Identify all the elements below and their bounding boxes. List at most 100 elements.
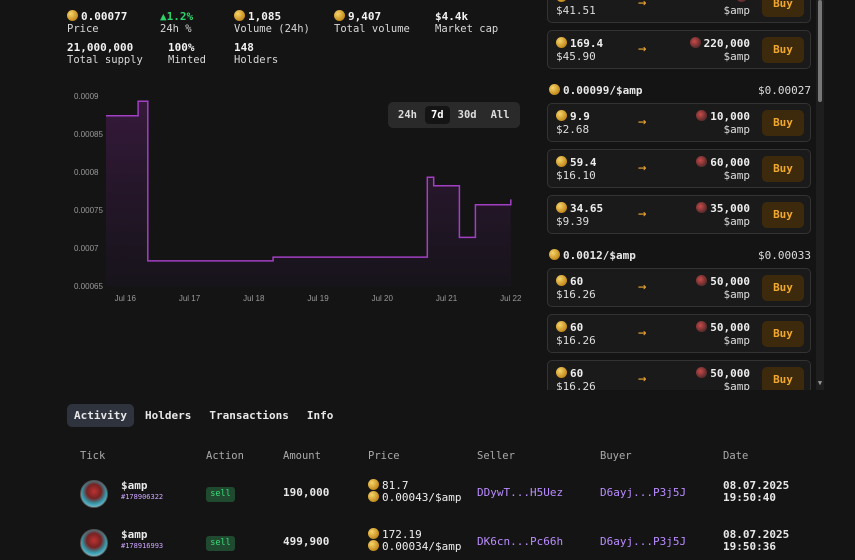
group-unit-usd: $0.00027 [758, 84, 811, 97]
buy-button[interactable]: Buy [762, 202, 804, 228]
market-cap-value: $4.4k [435, 10, 469, 23]
doge-coin-icon [556, 0, 567, 2]
listing-card: 59.4 $16.10 → 60,000 $amp Buy [547, 149, 811, 188]
doge-coin-icon [368, 540, 379, 551]
x-tick-label: Jul 22 [500, 294, 522, 303]
listing-unit: $amp [723, 380, 751, 390]
y-tick-label: 0.00085 [74, 130, 103, 139]
volume24-value: 1,085 [248, 10, 282, 23]
listing-card: 9.9 $2.68 → 10,000 $amp Buy [547, 103, 811, 142]
table-row[interactable]: $amp #178906322 sell 190,000 81.7 0.0004… [0, 479, 855, 519]
tab-holders[interactable]: Holders [144, 409, 192, 422]
stat-minted: 100% Minted [168, 41, 206, 67]
listing-tokens-value: 59.4 [570, 156, 597, 169]
row-date: 08.07.2025 [723, 479, 790, 492]
listing-amount: 50,000 [696, 367, 750, 380]
listing-amount-value: 50,000 [710, 321, 750, 334]
listings-scrollbar[interactable]: ▼ [816, 0, 824, 390]
doge-coin-icon [556, 110, 567, 121]
row-date: 08.07.2025 [723, 528, 790, 541]
buy-button[interactable]: Buy [762, 275, 804, 301]
group-price-label: 0.0012/$amp [563, 249, 636, 262]
listing-amount: 50,000 [696, 321, 750, 334]
listing-usd: $16.26 [556, 334, 596, 347]
supply-value: 21,000,000 [67, 41, 134, 54]
price-value: 0.00077 [81, 10, 128, 23]
holders-value: 148 [234, 41, 254, 54]
listing-unit: $amp [723, 123, 751, 136]
listing-amount: 60,000 [696, 156, 750, 169]
row-seller-link[interactable]: DDywT...H5Uez [477, 486, 564, 499]
price-line [106, 100, 512, 262]
buy-button[interactable]: Buy [762, 367, 804, 390]
table-row[interactable]: $amp #178916993 sell 499,900 172.19 0.00… [0, 528, 855, 560]
buy-button[interactable]: Buy [762, 156, 804, 182]
listing-card: 60 $16.26 → 50,000 $amp Buy [547, 314, 811, 353]
listing-unit: $amp [723, 288, 751, 301]
listing-tokens-value: 60 [570, 367, 584, 380]
tab-activity[interactable]: Activity [67, 404, 134, 427]
tab-transactions[interactable]: Transactions [209, 409, 289, 422]
holders-label: Holders [234, 54, 279, 66]
scrollbar-thumb[interactable] [818, 0, 822, 102]
total-volume-value: 9,407 [348, 10, 382, 23]
listing-amount-value: 60,000 [710, 156, 750, 169]
listing-amount: 10,000 [696, 110, 750, 123]
listing-unit: $amp [723, 334, 751, 347]
doge-coin-icon [549, 249, 560, 260]
row-inscription-id[interactable]: #178906322 [121, 493, 164, 501]
doge-coin-icon [556, 37, 567, 48]
buy-button[interactable]: Buy [762, 321, 804, 347]
row-amount: 499,900 [283, 535, 330, 548]
listing-tokens: 60 [556, 367, 583, 380]
row-tick[interactable]: $amp [121, 528, 148, 541]
scroll-down-icon[interactable]: ▼ [817, 379, 823, 387]
x-tick-label: Jul 20 [372, 294, 394, 303]
col-action: Action [206, 450, 244, 462]
col-date: Date [723, 450, 749, 462]
x-tick-label: Jul 19 [307, 294, 329, 303]
doge-coin-icon [234, 10, 245, 21]
stat-change: ▲1.2% 24h % [160, 10, 193, 36]
doge-coin-icon [67, 10, 78, 21]
y-tick-label: 0.00065 [74, 282, 103, 291]
listing-tokens: 59.4 [556, 156, 597, 169]
arrow-right-icon: → [638, 279, 647, 295]
col-amount: Amount [283, 450, 321, 462]
row-price-unit-value: 0.00043/$amp [382, 491, 462, 504]
token-avatar-icon [696, 275, 708, 286]
listing-usd: $41.51 [556, 4, 596, 17]
action-badge: sell [206, 536, 235, 551]
row-seller-link[interactable]: DK6cn...Pc66h [477, 535, 564, 548]
row-inscription-id[interactable]: #178916993 [121, 542, 164, 550]
listing-tokens-value: 9.9 [570, 110, 590, 123]
row-time: 19:50:40 [723, 491, 776, 504]
col-seller: Seller [477, 450, 515, 462]
token-avatar-icon [696, 367, 708, 378]
range-30d[interactable]: 30d [457, 109, 477, 121]
doge-coin-icon [368, 479, 379, 490]
range-7d[interactable]: 7d [424, 106, 450, 124]
col-buyer: Buyer [600, 450, 632, 462]
x-tick-label: Jul 18 [243, 294, 265, 303]
stat-total-supply: 21,000,000 Total supply [67, 41, 143, 67]
row-price-total: 172.19 [368, 528, 422, 541]
listing-unit: $amp [723, 4, 751, 17]
range-all[interactable]: All [490, 109, 510, 121]
buy-button[interactable]: Buy [762, 110, 804, 136]
row-buyer-link[interactable]: D6ayj...P3j5J [600, 535, 687, 548]
listing-amount: 50,000 [696, 275, 750, 288]
volume24-label: Volume (24h) [234, 23, 310, 35]
buy-button[interactable]: Buy [762, 0, 804, 17]
listing-usd: $16.10 [556, 169, 596, 182]
buy-button[interactable]: Buy [762, 37, 804, 63]
token-avatar-icon [696, 321, 708, 332]
row-buyer-link[interactable]: D6ayj...P3j5J [600, 486, 687, 499]
token-stats: 0.00077 Price ▲1.2% 24h % 1,085 Volume (… [67, 10, 537, 70]
listing-tokens: 60 [556, 321, 583, 334]
range-24h[interactable]: 24h [398, 109, 417, 121]
x-tick-label: Jul 16 [115, 294, 137, 303]
row-tick[interactable]: $amp [121, 479, 148, 492]
listing-tokens [556, 0, 570, 4]
tab-info[interactable]: Info [306, 409, 334, 422]
